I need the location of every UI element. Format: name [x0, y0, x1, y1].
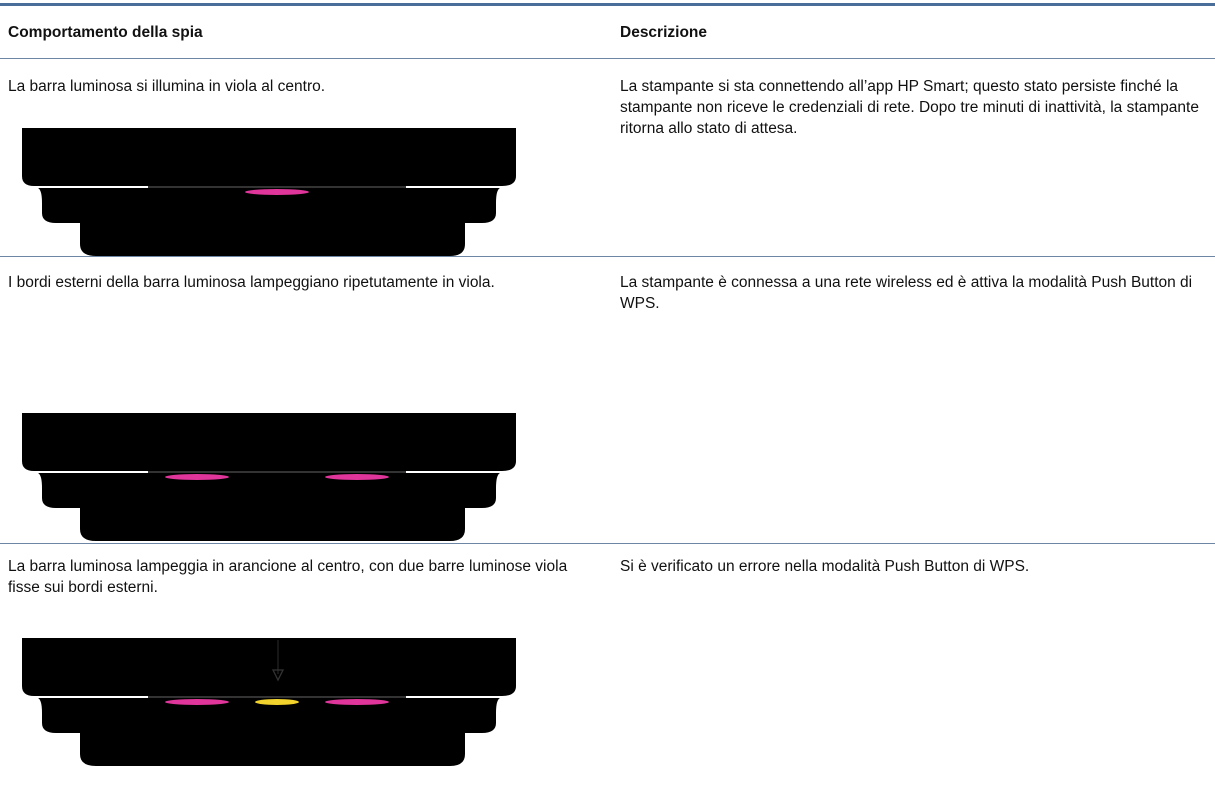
printer-illustration	[21, 413, 517, 542]
printer-illustration	[21, 128, 517, 257]
printer-illustration	[21, 638, 517, 767]
separator	[0, 58, 1215, 59]
separator	[0, 256, 1215, 257]
cell: La stampante è connessa a una rete wirel…	[620, 274, 1193, 312]
cell: La stampante si sta connettendo all’app …	[620, 78, 1199, 137]
cell: La barra luminosa si illumina in viola a…	[8, 78, 326, 95]
header-cell: Comportamento della spia	[8, 24, 203, 41]
cell: I bordi esterni della barra luminosa lam…	[8, 274, 495, 291]
cell: La barra luminosa lampeggia in arancione…	[8, 558, 568, 596]
separator	[0, 543, 1215, 544]
top-border	[0, 3, 1215, 6]
header-cell: Descrizione	[620, 24, 708, 41]
cell: Si è verificato un errore nella modalità…	[620, 558, 1030, 575]
